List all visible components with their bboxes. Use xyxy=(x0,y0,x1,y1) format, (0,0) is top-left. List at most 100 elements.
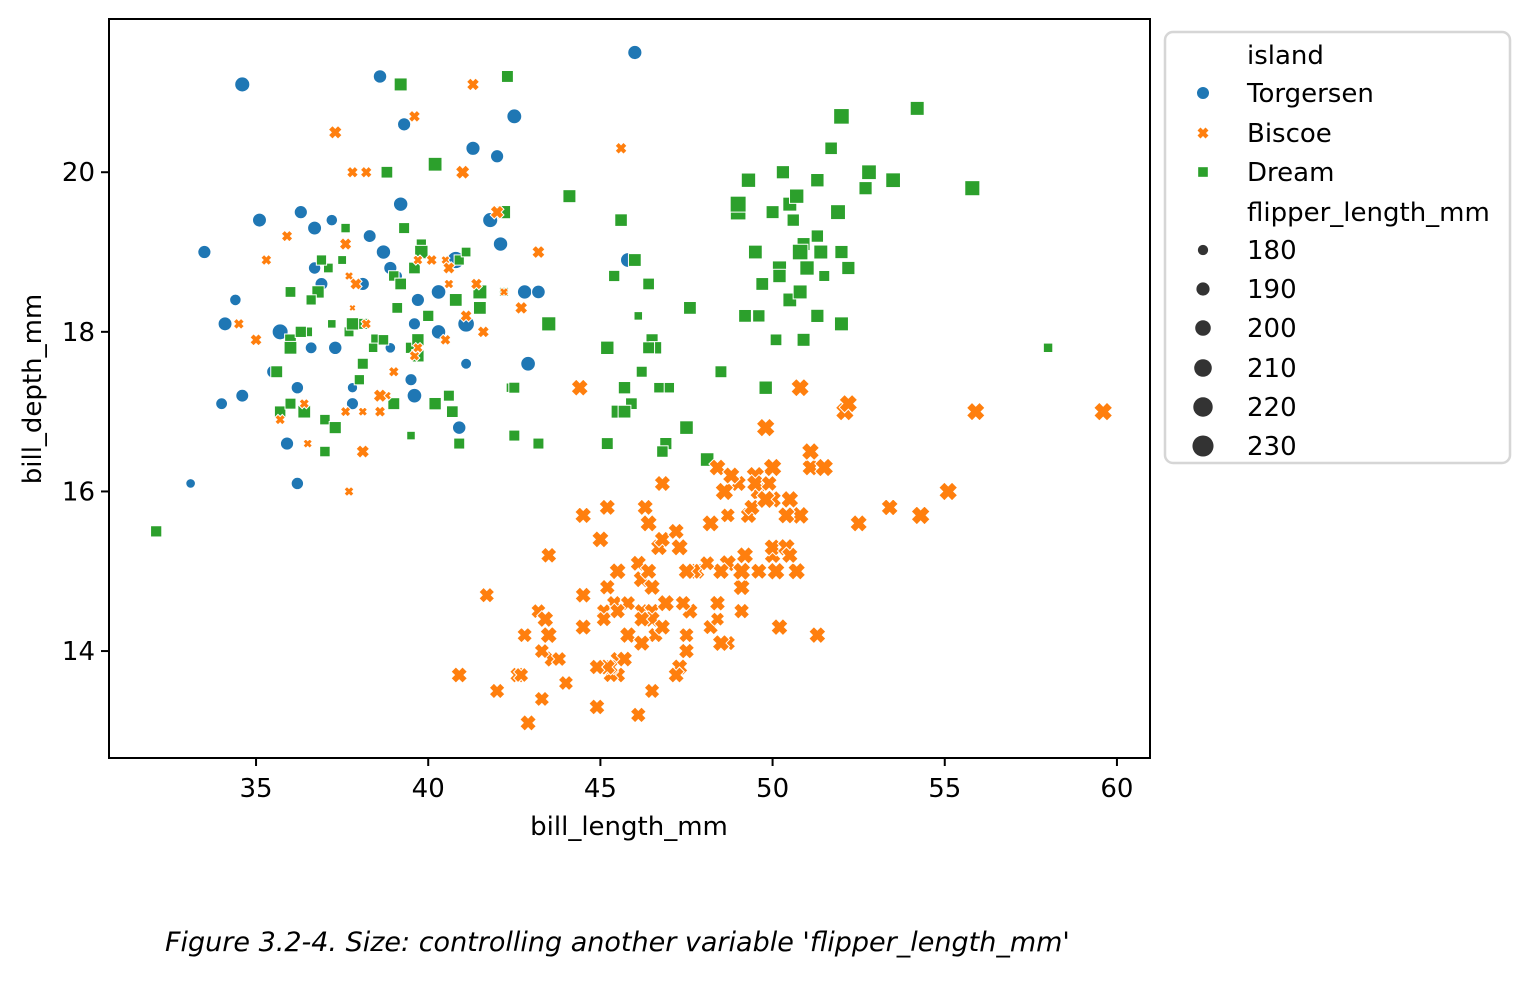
data-point-biscoe xyxy=(355,444,371,459)
data-point-biscoe xyxy=(714,481,735,502)
data-point-dream xyxy=(377,334,390,346)
figure-caption: Figure 3.2-4. Size: controlling another … xyxy=(165,927,1070,958)
data-point-biscoe xyxy=(678,626,695,644)
data-point-biscoe xyxy=(670,537,690,557)
data-point-dream xyxy=(328,421,342,435)
data-point-biscoe xyxy=(614,141,628,155)
data-point-biscoe xyxy=(709,611,726,628)
data-point-torgersen xyxy=(404,373,418,387)
data-point-dream xyxy=(775,165,791,180)
data-point-dream xyxy=(327,319,337,329)
data-point-biscoe xyxy=(570,378,589,397)
legend-marker-torgersen xyxy=(1196,86,1210,100)
x-tick-label: 50 xyxy=(756,774,789,804)
data-point-biscoe xyxy=(760,474,778,493)
legend-size-rows: 180 190 200 210 220 230 xyxy=(1192,236,1297,462)
data-point-dream xyxy=(796,332,811,347)
legend-size-dot-230 xyxy=(1192,435,1214,457)
data-point-biscoe xyxy=(608,602,627,620)
data-point-biscoe xyxy=(642,578,662,597)
data-point-biscoe xyxy=(249,333,263,347)
legend-size-title: flipper_length_mm xyxy=(1247,198,1490,228)
data-point-biscoe xyxy=(574,618,593,637)
data-point-torgersen xyxy=(516,284,533,300)
data-point-torgersen xyxy=(627,44,643,61)
data-point-dream xyxy=(627,253,642,267)
data-point-biscoe xyxy=(766,561,786,581)
legend-size-label-220: 220 xyxy=(1247,393,1297,423)
x-axis: 35 40 45 50 55 60 xyxy=(239,758,1133,804)
data-point-biscoe xyxy=(574,506,593,525)
data-point-dream xyxy=(752,309,766,323)
data-point-torgersen xyxy=(279,436,295,451)
data-point-dream xyxy=(445,405,459,418)
data-point-biscoe xyxy=(357,406,369,418)
legend: island Torgersen Biscoe Dream flipper_leng… xyxy=(1163,30,1512,465)
data-point-biscoe xyxy=(280,229,294,243)
data-point-biscoe xyxy=(910,505,931,526)
data-point-dream xyxy=(738,308,752,323)
data-point-biscoe xyxy=(519,713,538,732)
data-point-biscoe xyxy=(677,562,696,581)
data-point-biscoe xyxy=(674,594,692,612)
data-point-dream xyxy=(679,420,694,435)
data-point-dream xyxy=(323,262,334,274)
data-point-biscoe xyxy=(443,278,455,290)
data-point-dream xyxy=(747,244,763,260)
data-point-dream xyxy=(422,309,435,322)
data-point-biscoe xyxy=(574,586,593,605)
x-tick-label: 45 xyxy=(584,774,617,804)
data-point-biscoe xyxy=(790,505,810,526)
y-tick-label: 20 xyxy=(62,158,95,188)
data-point-dream xyxy=(813,244,829,260)
data-point-dream xyxy=(758,380,773,395)
data-point-dream xyxy=(810,229,825,243)
data-point-torgersen xyxy=(293,205,308,220)
data-point-dream xyxy=(765,205,780,220)
data-point-biscoe xyxy=(1093,401,1114,422)
y-axis: 14 16 18 20 xyxy=(62,158,109,667)
legend-label-biscoe: Biscoe xyxy=(1247,119,1332,149)
data-point-dream xyxy=(284,286,297,298)
data-point-torgersen xyxy=(506,108,523,125)
data-point-biscoe xyxy=(787,561,807,581)
data-point-biscoe xyxy=(639,513,658,533)
x-tick-label: 40 xyxy=(412,774,445,804)
data-point-biscoe xyxy=(514,300,529,316)
data-point-torgersen xyxy=(235,388,250,403)
data-point-dream xyxy=(714,365,728,379)
data-point-biscoe xyxy=(755,489,776,510)
data-point-torgersen xyxy=(410,292,425,308)
data-point-dream xyxy=(663,381,676,394)
data-point-biscoe xyxy=(425,253,438,267)
data-point-dream xyxy=(833,316,849,332)
data-point-dream xyxy=(367,342,379,354)
data-point-dream xyxy=(653,381,665,394)
data-point-biscoe xyxy=(800,441,821,462)
data-point-biscoe xyxy=(608,561,627,581)
data-point-biscoe xyxy=(488,682,506,700)
data-point-biscoe xyxy=(677,642,696,660)
data-point-dream xyxy=(337,255,348,265)
y-tick-label: 18 xyxy=(62,318,95,348)
data-point-torgersen xyxy=(307,220,323,236)
data-point-biscoe xyxy=(442,261,456,275)
data-point-dream xyxy=(818,269,831,282)
data-point-biscoe xyxy=(598,578,616,596)
data-point-dream xyxy=(356,357,369,370)
data-point-dream xyxy=(642,277,655,291)
data-point-biscoe xyxy=(345,165,360,179)
data-point-biscoe xyxy=(533,642,551,660)
data-point-biscoe xyxy=(550,650,568,668)
data-point-torgersen xyxy=(290,381,305,395)
legend-size-dot-200 xyxy=(1195,320,1211,336)
data-point-dream xyxy=(460,246,472,258)
data-point-biscoe xyxy=(439,333,452,347)
points-layer xyxy=(150,44,1114,732)
data-point-dream xyxy=(305,294,317,306)
data-point-biscoe xyxy=(588,658,606,676)
data-point-biscoe xyxy=(838,393,859,414)
data-point-biscoe xyxy=(298,397,311,410)
data-point-dream xyxy=(772,268,787,284)
